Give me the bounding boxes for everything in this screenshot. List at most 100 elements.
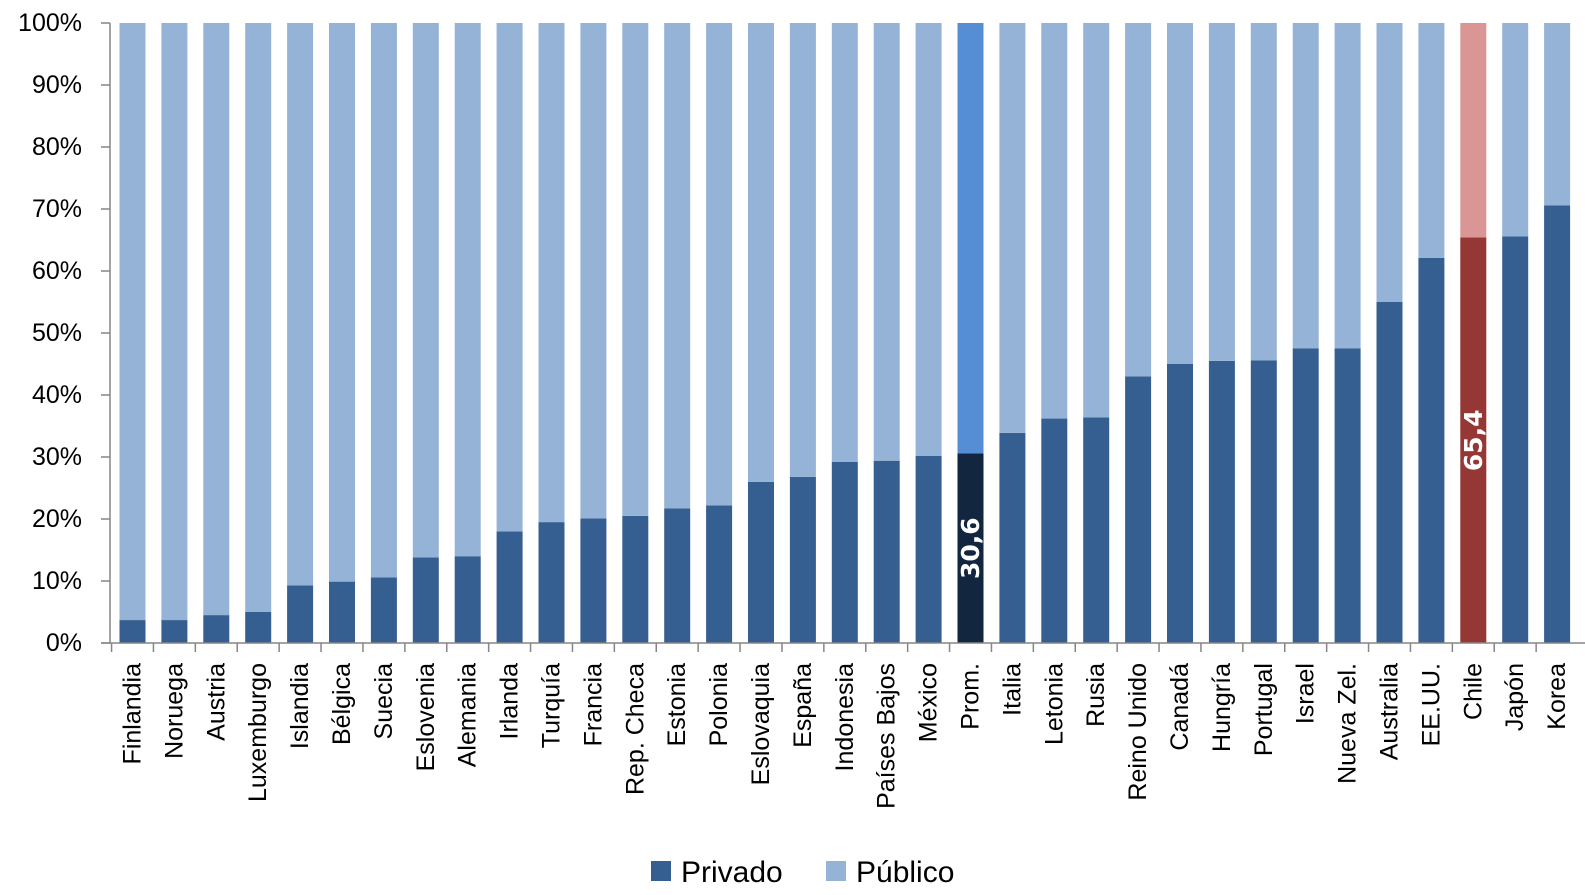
category-label-italia: Italia xyxy=(998,663,1026,716)
bar-privado-estonia xyxy=(664,508,691,643)
y-tick-label-5: 50% xyxy=(32,319,82,347)
bar-privado-reino-unido xyxy=(1125,376,1152,643)
category-label-ee-uu: EE.UU. xyxy=(1417,663,1445,746)
bar-privado-eslovaquia xyxy=(748,481,774,643)
bar-publico-israel xyxy=(1292,23,1319,349)
bar-privado-indonesia xyxy=(831,461,858,643)
category-label-finlandia: Finlandia xyxy=(119,663,147,765)
bar-publico-alemania xyxy=(454,23,481,557)
category-label-noruega: Noruega xyxy=(160,663,188,759)
bar-publico-mexico xyxy=(915,23,942,456)
category-label-israel: Israel xyxy=(1292,663,1320,724)
category-label-islandia: Islandia xyxy=(286,663,314,749)
category-label-polonia: Polonia xyxy=(705,663,733,746)
category-label-francia: Francia xyxy=(579,663,607,746)
bar-privado-portugal xyxy=(1250,360,1277,643)
bar-publico-estonia xyxy=(664,23,691,509)
bar-publico-japon xyxy=(1502,23,1529,237)
bar-privado-espana xyxy=(789,476,816,643)
category-label-irlanda: Irlanda xyxy=(496,663,524,740)
bar-publico-letonia xyxy=(1041,23,1068,419)
category-label-chile: Chile xyxy=(1459,663,1487,720)
bar-privado-ee-uu xyxy=(1418,257,1445,643)
bar-publico-islandia xyxy=(287,23,314,586)
category-label-canada: Canadá xyxy=(1166,663,1194,751)
y-tick-label-8: 80% xyxy=(32,133,82,161)
bar-privado-irlanda xyxy=(496,531,523,643)
y-tick-label-0: 0% xyxy=(46,629,82,657)
bar-publico-austria xyxy=(203,23,230,616)
bar-publico-finlandia xyxy=(119,23,146,621)
category-label-nueva-zel: Nueva Zel. xyxy=(1334,663,1362,784)
bar-publico-eslovaquia xyxy=(748,23,774,482)
bar-publico-irlanda xyxy=(496,23,523,532)
category-label-australia: Australia xyxy=(1376,663,1404,760)
bar-publico-belgica xyxy=(329,23,355,582)
legend-label-publico: Público xyxy=(856,856,954,889)
category-label-belgica: Bélgica xyxy=(328,663,356,745)
bar-privado-chile xyxy=(1460,237,1487,643)
category-label-japon: Japón xyxy=(1501,663,1529,731)
bar-privado-polonia xyxy=(706,505,733,643)
bar-publico-paises-bajos xyxy=(873,23,900,461)
y-tick-label-3: 30% xyxy=(32,443,82,471)
category-label-turquia: Turquía xyxy=(538,663,566,748)
bar-privado-belgica xyxy=(329,581,355,643)
bar-privado-austria xyxy=(203,615,230,643)
bar-privado-finlandia xyxy=(119,620,146,643)
category-label-eslovenia: Eslovenia xyxy=(412,663,440,771)
category-label-paises-bajos: Países Bajos xyxy=(873,663,901,809)
data-label-chile: 65,4 xyxy=(1459,409,1488,471)
bar-publico-hungria xyxy=(1208,23,1235,361)
y-tick-label-7: 70% xyxy=(32,195,82,223)
bar-privado-turquia xyxy=(538,522,565,643)
bar-privado-alemania xyxy=(454,556,481,643)
labels-group: Finlandia Noruega Austria Luxemburgo Islandi… xyxy=(119,409,1572,809)
legend: Privado Público xyxy=(651,856,954,889)
bar-privado-japon xyxy=(1502,236,1529,643)
category-label-rusia: Rusia xyxy=(1082,663,1110,727)
y-tick-label-2: 20% xyxy=(32,505,82,533)
category-label-letonia: Letonia xyxy=(1040,663,1068,745)
legend-swatch-privado xyxy=(651,861,671,881)
y-tick-label-9: 90% xyxy=(32,71,82,99)
bar-publico-espana xyxy=(789,23,816,477)
bar-publico-reino-unido xyxy=(1125,23,1152,377)
bar-publico-canada xyxy=(1167,23,1193,364)
bar-privado-letonia xyxy=(1041,418,1068,643)
bar-publico-ee-uu xyxy=(1418,23,1445,258)
bar-publico-luxemburgo xyxy=(245,23,272,612)
category-label-indonesia: Indonesia xyxy=(831,663,859,772)
axes-group: 0% 10% 20% 30% 40% 50% 60% 70% 80% 90% 100% xyxy=(18,9,1585,657)
bar-privado-francia xyxy=(580,518,607,643)
category-label-rep-checa: Rep. Checa xyxy=(621,663,649,795)
bar-privado-mexico xyxy=(915,455,942,643)
bar-privado-noruega xyxy=(161,620,188,643)
bar-privado-australia xyxy=(1376,302,1403,643)
bar-publico-noruega xyxy=(161,23,188,621)
category-label-suecia: Suecia xyxy=(370,663,398,740)
bar-privado-canada xyxy=(1167,364,1193,643)
bar-privado-paises-bajos xyxy=(873,460,900,643)
bar-publico-indonesia xyxy=(831,23,858,462)
category-label-hungria: Hungría xyxy=(1208,663,1236,752)
bar-publico-francia xyxy=(580,23,607,519)
bar-publico-polonia xyxy=(706,23,733,506)
bar-publico-turquia xyxy=(538,23,565,523)
bar-privado-eslovenia xyxy=(412,557,439,643)
y-tick-label-1: 10% xyxy=(32,567,82,595)
bar-privado-korea xyxy=(1544,205,1571,643)
bar-publico-eslovenia xyxy=(412,23,439,558)
y-tick-label-10: 100% xyxy=(18,9,82,37)
y-tick-label-4: 40% xyxy=(32,381,82,409)
bars-group xyxy=(119,23,1571,643)
bar-publico-suecia xyxy=(370,23,397,578)
bar-publico-australia xyxy=(1376,23,1403,302)
bar-privado-italia xyxy=(999,432,1026,643)
category-label-estonia: Estonia xyxy=(663,663,691,746)
bar-privado-prom xyxy=(957,453,984,643)
category-label-reino-unido: Reino Unido xyxy=(1124,663,1152,801)
bar-publico-chile xyxy=(1460,23,1487,238)
legend-swatch-publico xyxy=(826,861,846,881)
bar-privado-islandia xyxy=(287,585,314,643)
